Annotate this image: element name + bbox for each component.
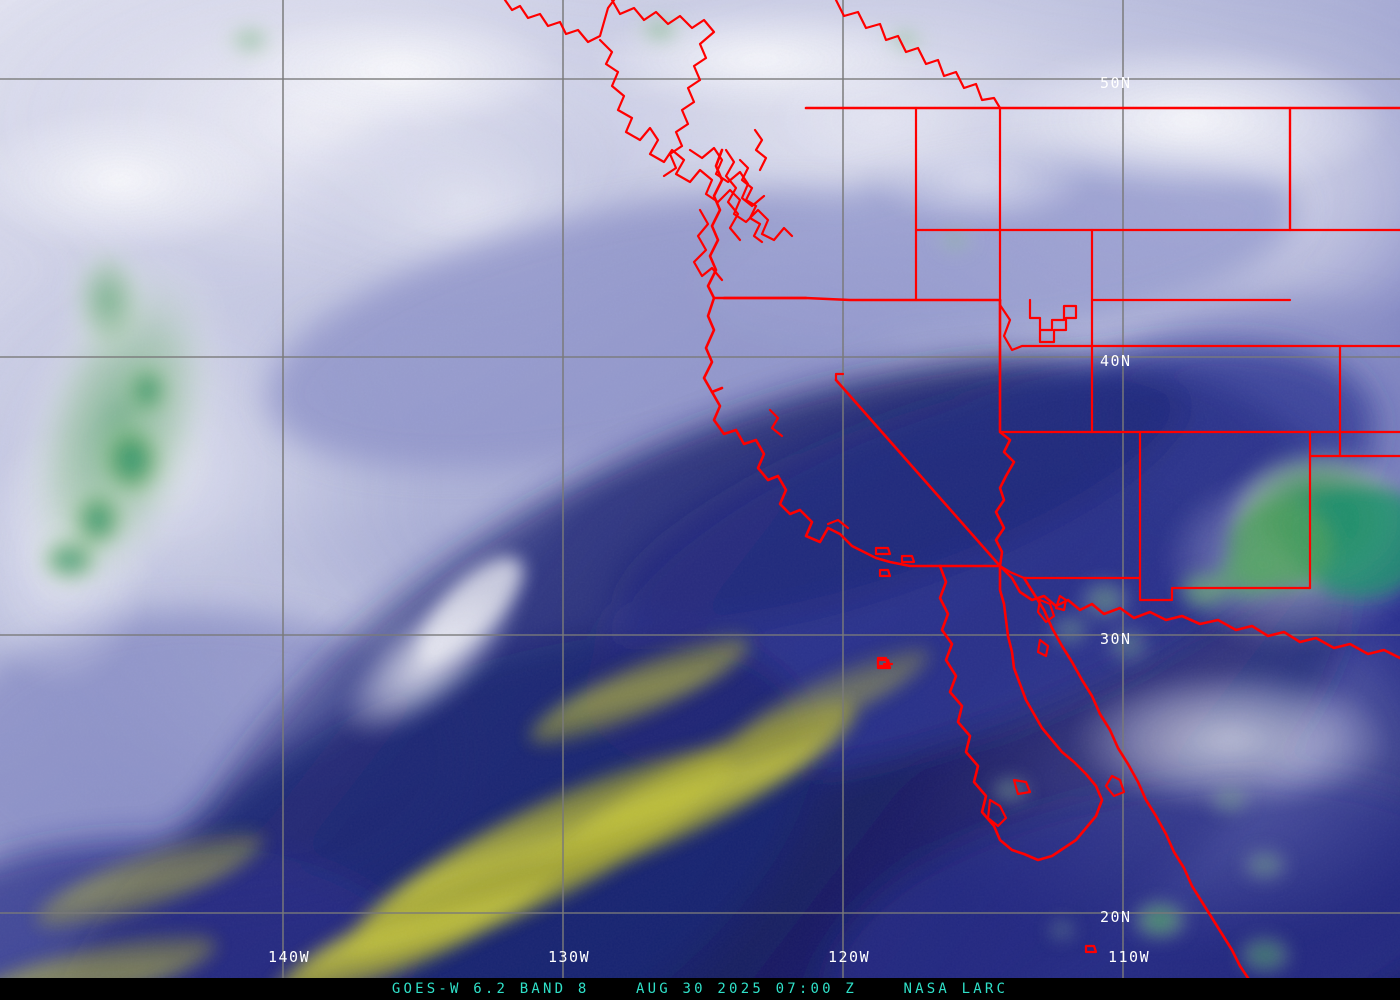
graticule-labels: 50N 40N 30N 20N 140W 130W 120W 110W <box>268 74 1150 966</box>
lon-label-110w: 110W <box>1108 948 1150 966</box>
lon-label-140w: 140W <box>268 948 310 966</box>
map-overlay-borders <box>503 0 1400 978</box>
satellite-image-canvas: 50N 40N 30N 20N 140W 130W 120W 110W <box>0 0 1400 978</box>
lat-label-40n: 40N <box>1100 352 1132 370</box>
water-vapor-raster: 50N 40N 30N 20N 140W 130W 120W 110W <box>0 0 1400 978</box>
lat-label-20n: 20N <box>1100 908 1132 926</box>
caption-text: GOES-W 6.2 BAND 8 AUG 30 2025 07:00 Z NA… <box>391 981 1009 997</box>
lon-label-130w: 130W <box>548 948 590 966</box>
lat-label-30n: 30N <box>1100 630 1132 648</box>
lat-label-50n: 50N <box>1100 74 1132 92</box>
caption-bar: GOES-W 6.2 BAND 8 AUG 30 2025 07:00 Z NA… <box>0 978 1400 1000</box>
lon-label-120w: 120W <box>828 948 870 966</box>
